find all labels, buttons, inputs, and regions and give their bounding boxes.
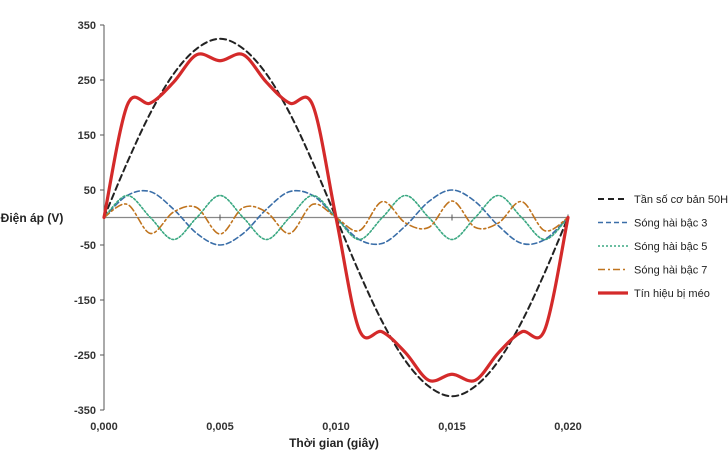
y-axis-title: Điện áp (V) <box>1 211 64 225</box>
x-tick-label: 0,020 <box>554 421 582 433</box>
x-tick-label: 0,005 <box>206 421 234 433</box>
axes: 350 250 150 50 -50 -150 -250 -350 0,000 0,005 0,01… <box>74 20 582 433</box>
series-line-5 <box>102 52 570 383</box>
y-tick-label: 150 <box>78 130 96 142</box>
x-tick-label: 0,010 <box>322 421 350 433</box>
series-layer <box>102 37 570 398</box>
y-tick-label: 250 <box>78 75 96 87</box>
y-tick-label: -50 <box>80 240 96 252</box>
x-tick-label: 0,015 <box>438 421 466 433</box>
legend-label: Sóng hài bậc 3 <box>634 218 707 230</box>
legend-label: Sóng hài bậc 5 <box>634 241 707 253</box>
y-tick-label: 350 <box>78 20 96 32</box>
legend-label: Tín hiệu bị méo <box>634 288 710 300</box>
y-tick-label: -150 <box>74 295 96 307</box>
x-tick-label: 0,000 <box>90 421 118 433</box>
legend-label: Tần số cơ bản 50Hz <box>634 194 728 206</box>
legend-label: Sóng hài bậc 7 <box>634 265 707 277</box>
legend: Tần số cơ bản 50Hz Sóng hài bậc 3 Sóng hài… <box>598 194 728 300</box>
y-tick-label: -350 <box>74 405 96 417</box>
x-axis-title: Thời gian (giây) <box>289 436 379 450</box>
y-tick-label: -250 <box>74 350 96 362</box>
y-tick-label: 50 <box>84 185 96 197</box>
